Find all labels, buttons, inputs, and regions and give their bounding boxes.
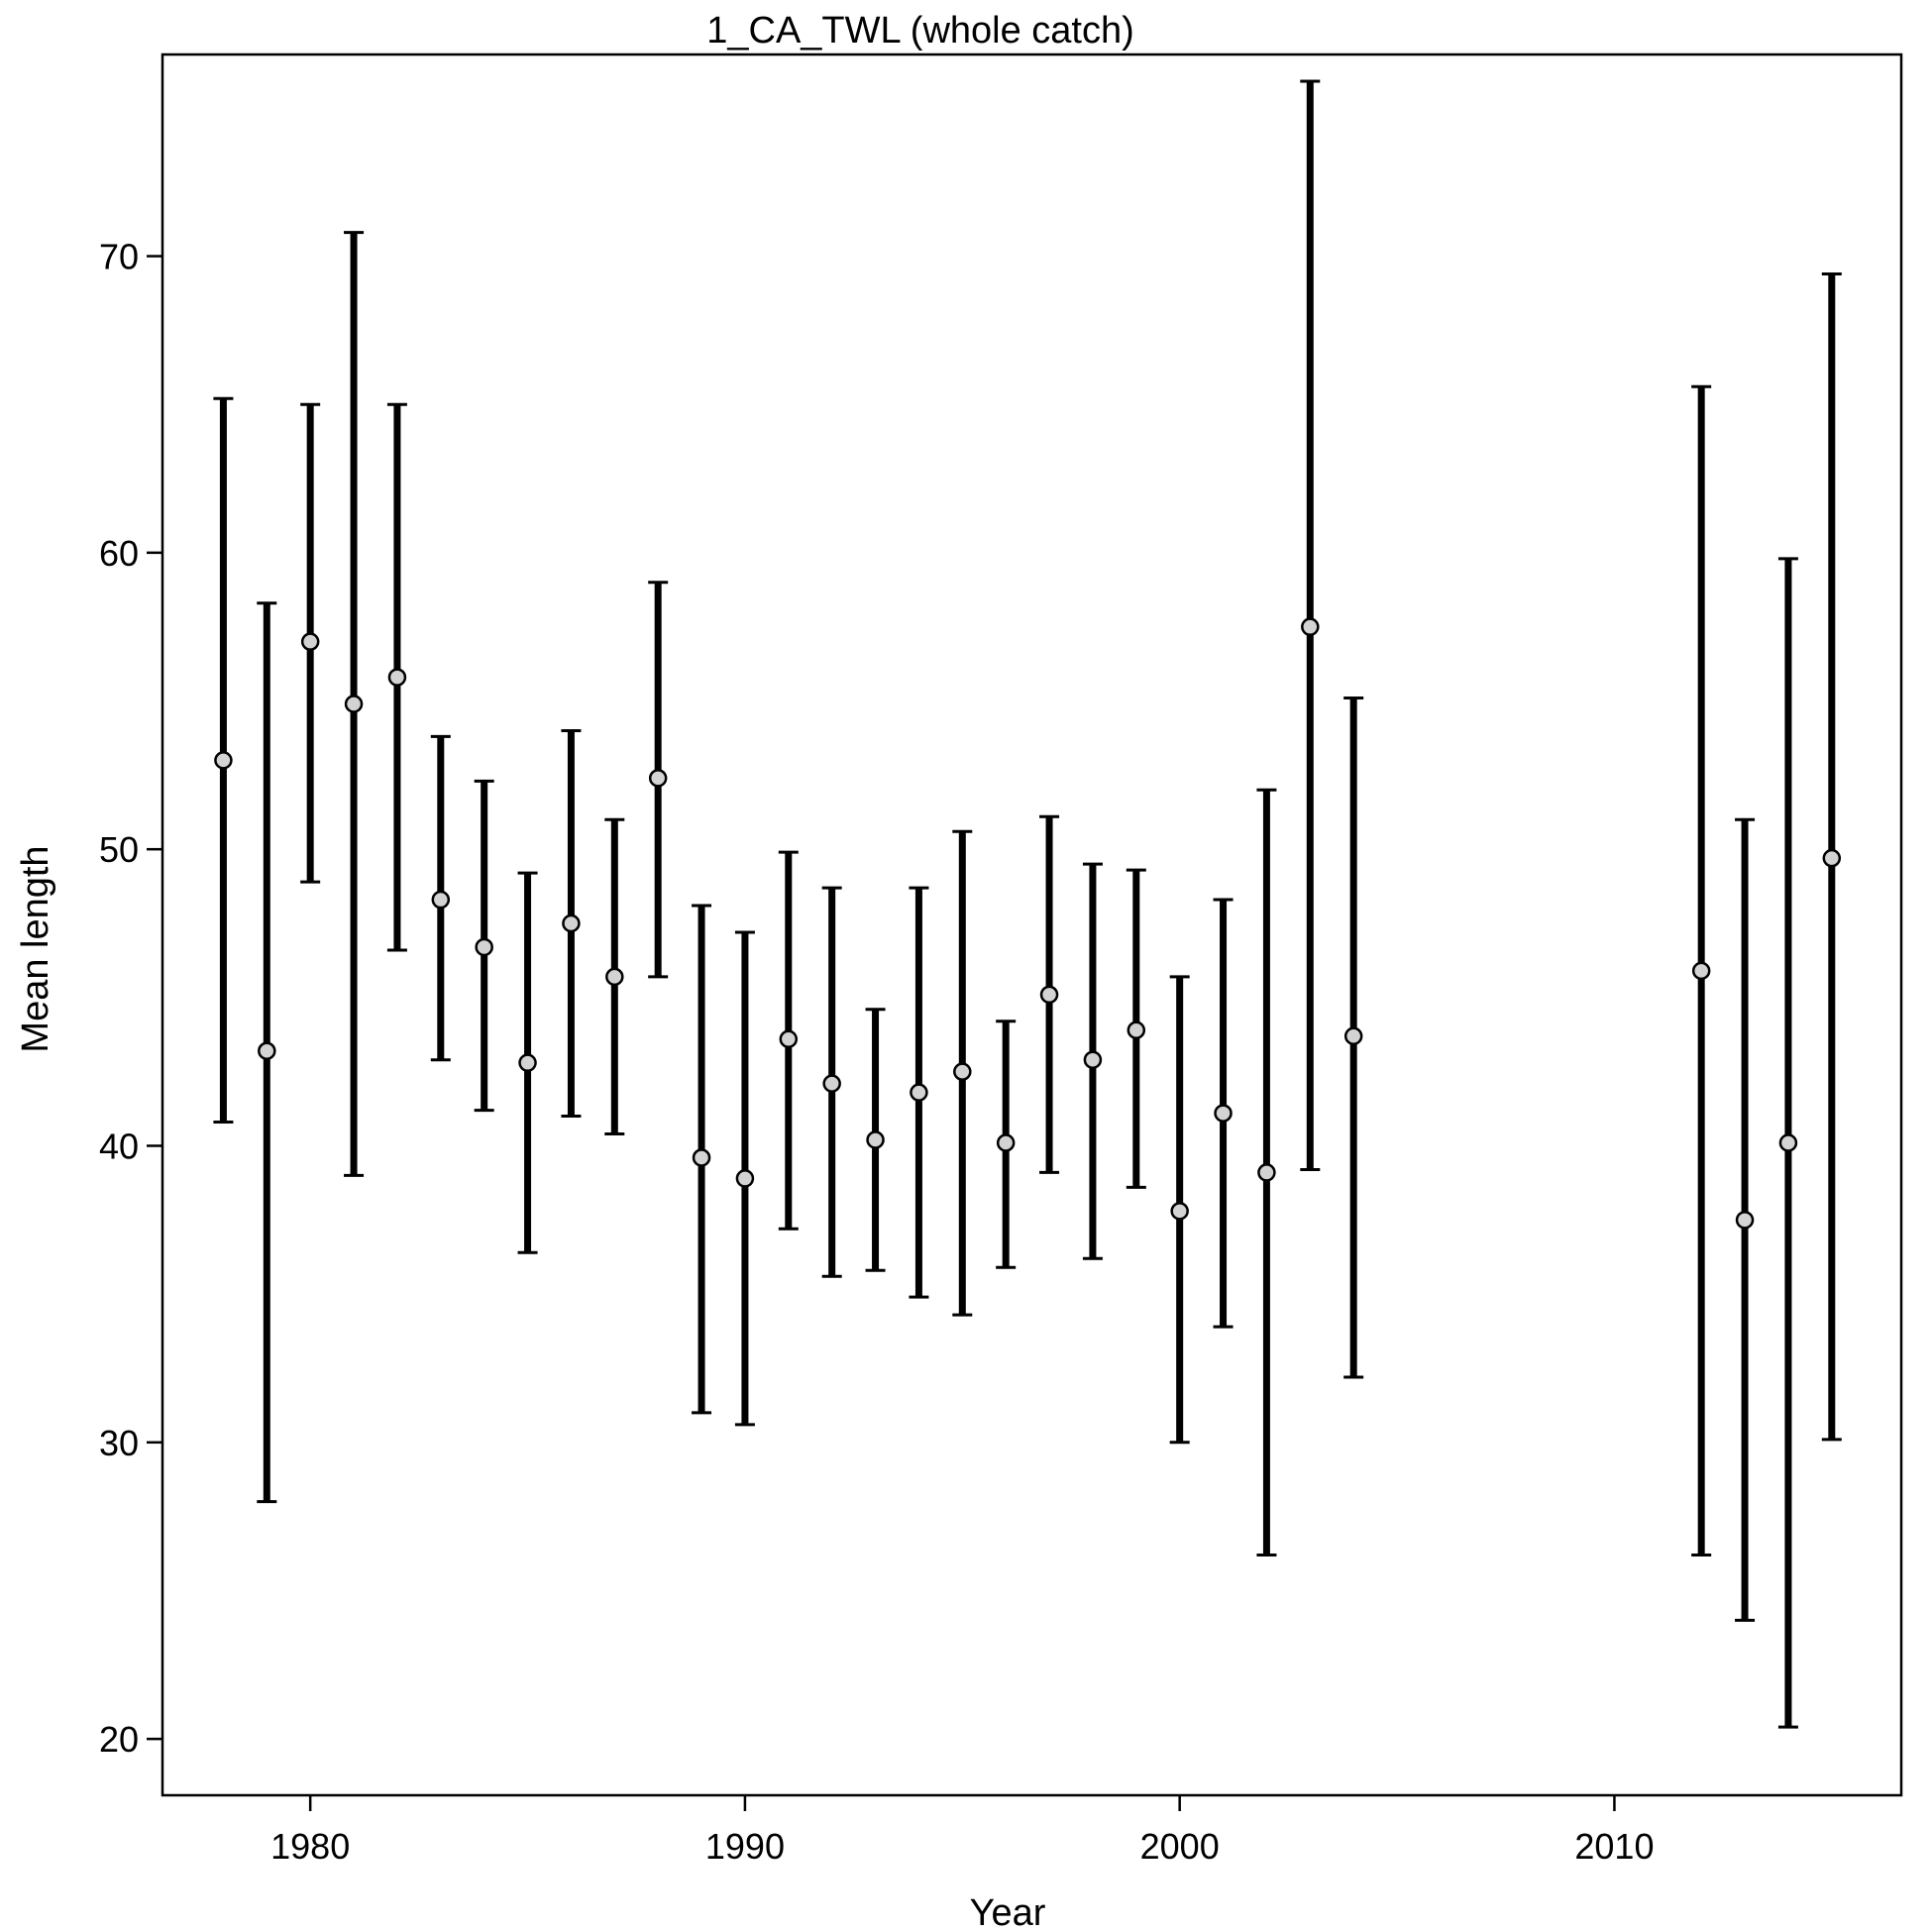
data-point — [258, 1041, 276, 1060]
y-axis-label: Mean length — [15, 845, 56, 1052]
data-point — [1735, 1211, 1755, 1230]
chart-title: 1_CA_TWL (whole catch) — [706, 10, 1134, 52]
data-point — [1343, 1026, 1363, 1045]
data-point — [953, 1062, 972, 1081]
data-point — [1170, 1202, 1189, 1221]
x-tick-label: 2010 — [1574, 1826, 1654, 1867]
data-point — [1691, 961, 1711, 981]
x-axis: 1980 1990 2000 2010 — [270, 1795, 1654, 1867]
data-point — [1257, 1163, 1276, 1182]
data-point — [822, 1074, 841, 1093]
x-axis-label: Year — [970, 1892, 1046, 1932]
data-point — [779, 1029, 799, 1048]
x-tick-label: 1990 — [705, 1826, 785, 1867]
data-point — [1214, 1104, 1233, 1123]
data-point — [1301, 617, 1320, 636]
data-point — [1778, 1133, 1798, 1152]
y-tick-label: 30 — [99, 1423, 139, 1463]
data-point — [735, 1169, 755, 1188]
data-marks — [213, 79, 1842, 1729]
plot-frame — [161, 53, 1903, 1797]
y-tick-label: 60 — [99, 533, 139, 574]
y-axis: 20 30 40 50 60 70 — [99, 237, 162, 1760]
y-tick-label: 20 — [99, 1719, 139, 1760]
data-point — [996, 1133, 1016, 1152]
data-point — [692, 1148, 711, 1167]
data-point — [866, 1130, 885, 1149]
data-point — [648, 769, 668, 788]
data-point — [300, 632, 320, 651]
y-tick-label: 40 — [99, 1126, 139, 1166]
data-point — [1039, 985, 1059, 1005]
x-tick-label: 1980 — [270, 1826, 350, 1867]
data-point — [1083, 1050, 1103, 1069]
data-point — [214, 751, 233, 770]
data-point — [1127, 1020, 1146, 1040]
data-point — [562, 913, 581, 933]
data-point — [910, 1083, 928, 1102]
data-point — [431, 890, 451, 910]
data-point — [518, 1053, 537, 1072]
data-point — [344, 695, 364, 713]
y-tick-label: 70 — [99, 237, 139, 277]
data-point — [387, 668, 407, 687]
data-point — [605, 967, 624, 987]
y-tick-label: 50 — [99, 829, 139, 870]
data-point — [475, 937, 493, 957]
data-point — [1822, 848, 1842, 868]
x-tick-label: 2000 — [1140, 1826, 1220, 1867]
